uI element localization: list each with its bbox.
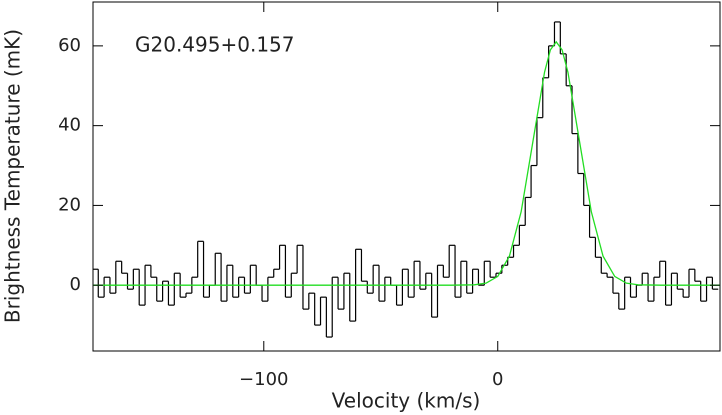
y-tick-label: 40 xyxy=(58,115,81,136)
annotation: G20.495+0.157 xyxy=(135,33,295,57)
y-tick-label: 20 xyxy=(58,194,81,215)
fit-line xyxy=(93,40,720,286)
step-risers xyxy=(97,21,713,338)
data-layer xyxy=(93,21,720,338)
y-tick-label: 0 xyxy=(70,274,81,295)
x-axis-label: Velocity (km/s) xyxy=(332,389,481,413)
y-tick-label: 60 xyxy=(58,35,81,56)
plot-frame xyxy=(92,1,721,352)
x-tick-label: 0 xyxy=(492,369,503,390)
x-tick-label: −100 xyxy=(239,369,288,390)
y-axis-label: Brightness Temperature (mK) xyxy=(1,29,25,323)
